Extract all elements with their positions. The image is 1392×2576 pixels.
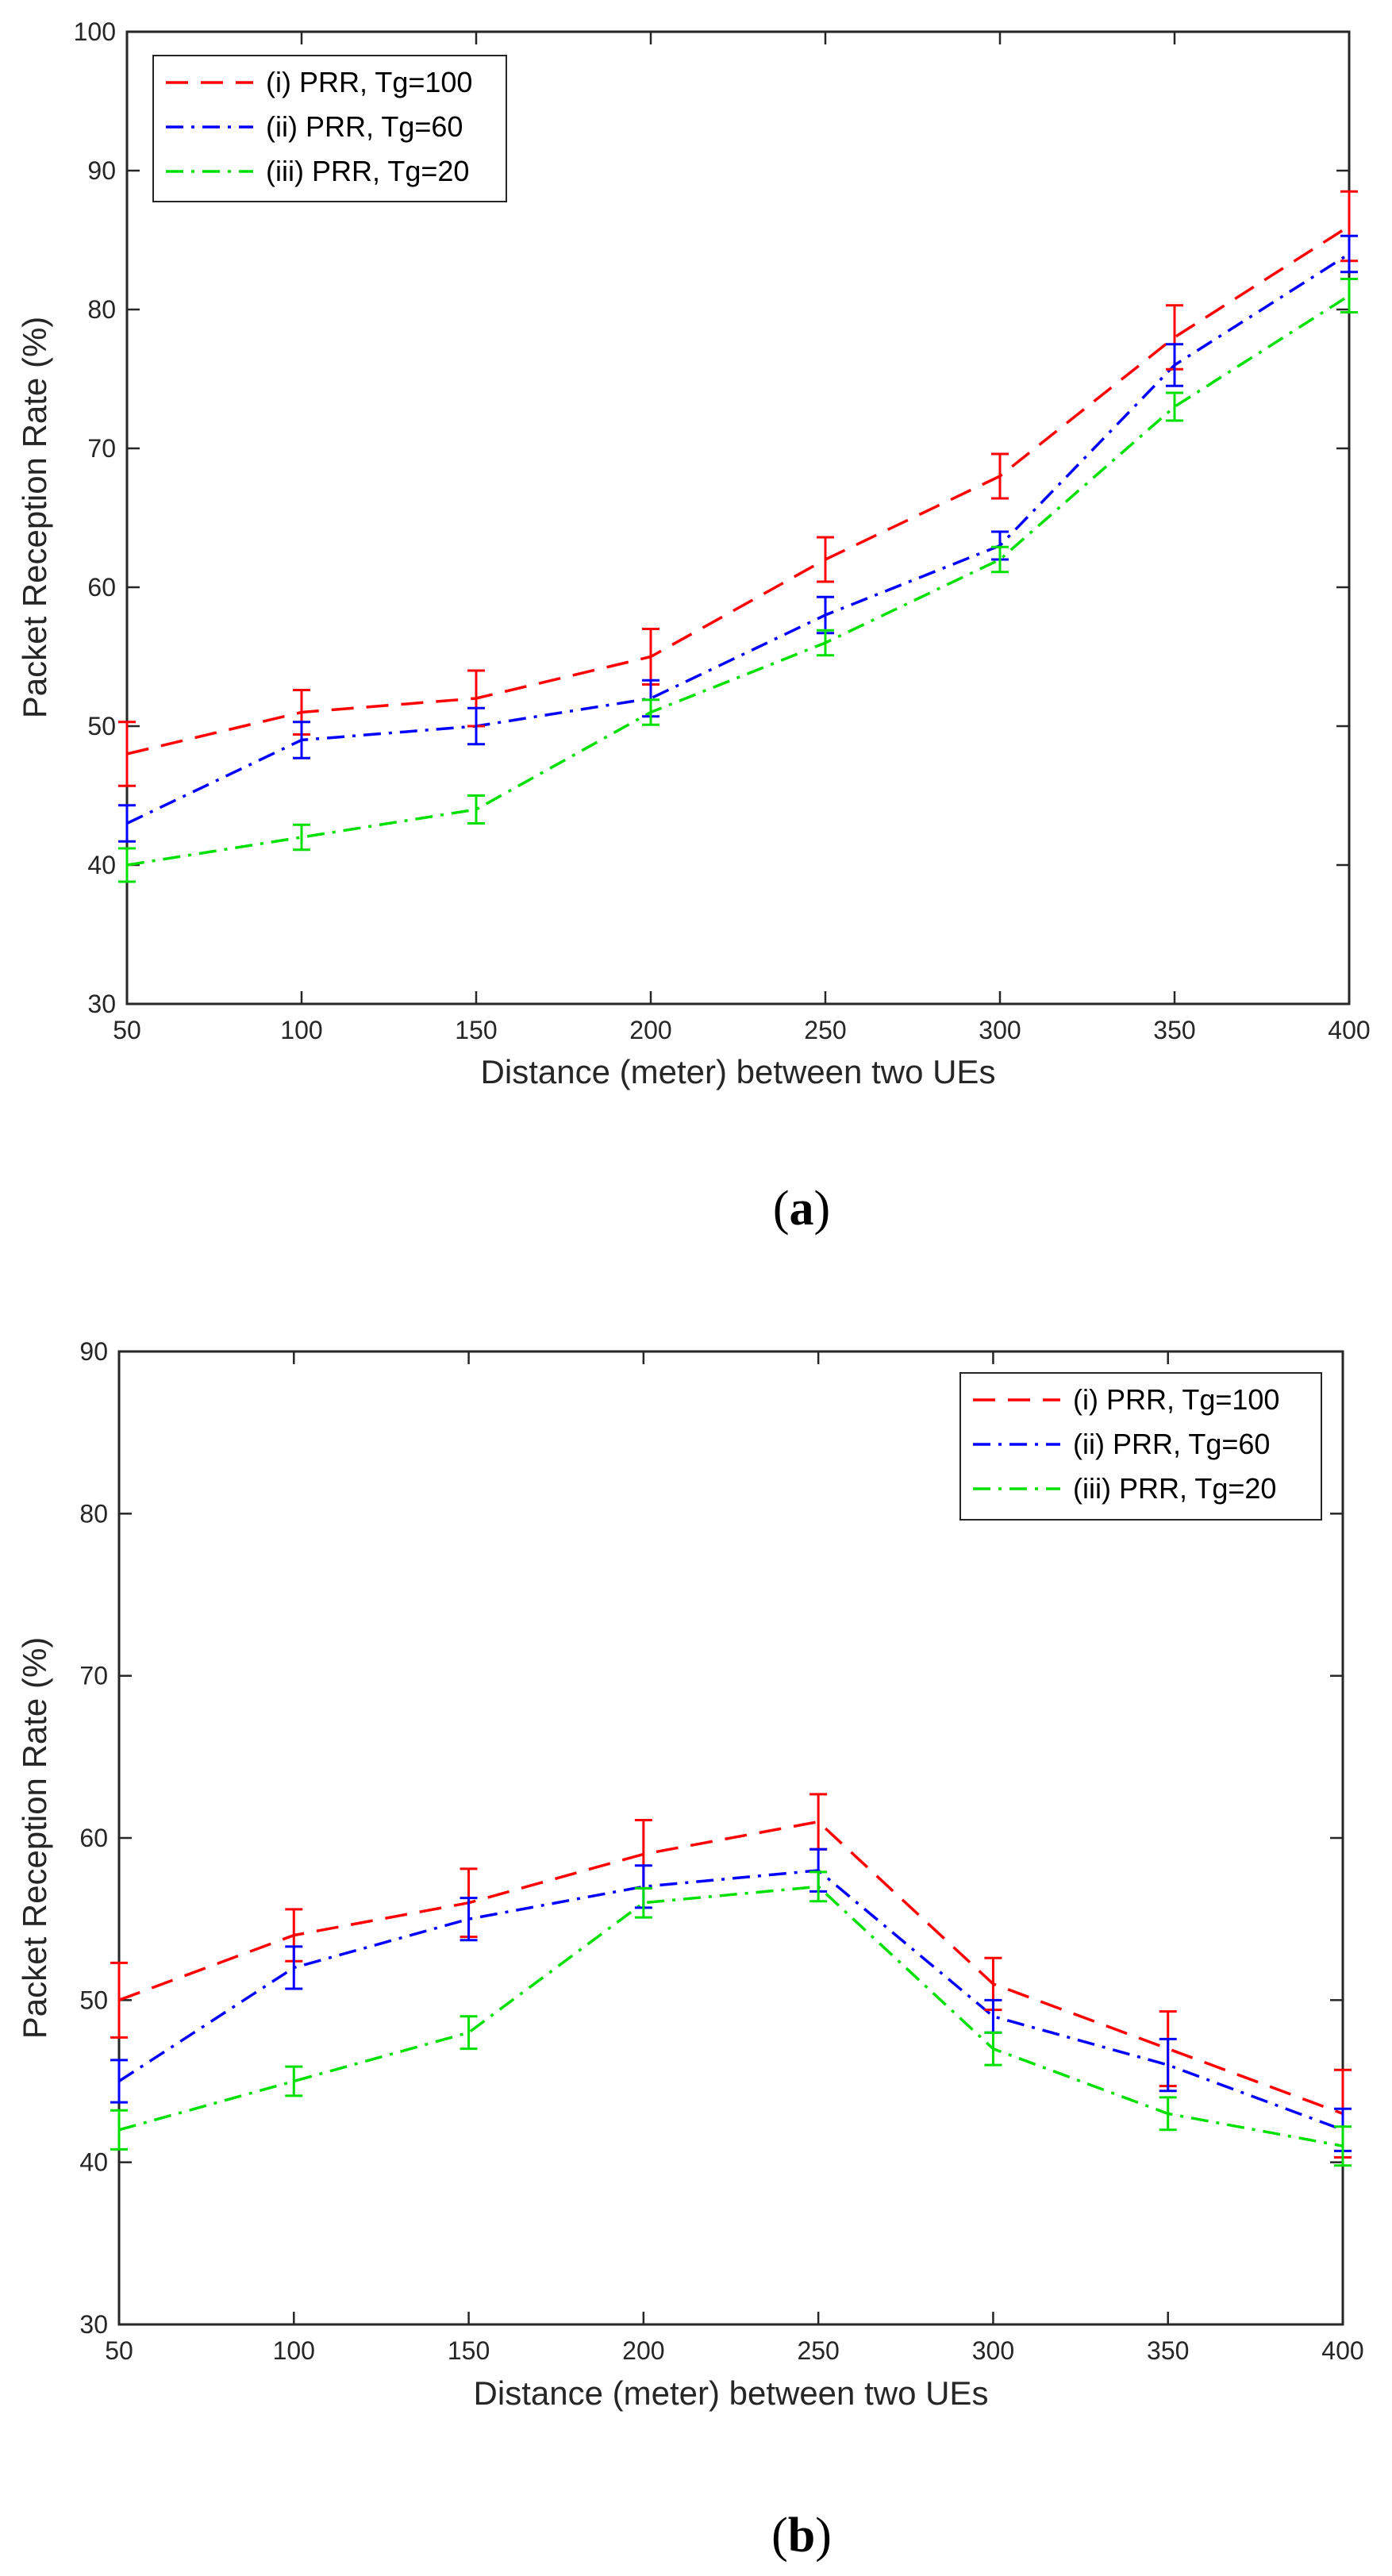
x-tick-label: 50 bbox=[113, 1016, 141, 1044]
x-tick-label: 350 bbox=[1147, 2336, 1189, 2365]
y-tick-label: 50 bbox=[79, 1986, 108, 2014]
y-tick-label: 40 bbox=[79, 2148, 108, 2177]
x-tick-label: 250 bbox=[797, 2336, 839, 2365]
y-tick-label: 80 bbox=[79, 1499, 108, 1528]
y-axis-label-a: Packet Reception Rate (%) bbox=[16, 317, 53, 719]
error-bar bbox=[118, 847, 136, 883]
x-axis-label-a: Distance (meter) between two UEs bbox=[481, 1053, 996, 1090]
x-tick-label: 350 bbox=[1153, 1016, 1195, 1044]
legend-label: (i) PRR, Tg=100 bbox=[266, 66, 472, 98]
chart-panel-b: 50 100 150 200 250 300 350 400 30 40 50 60 70 80 90 Di… bbox=[16, 1337, 1364, 2563]
x-tick-label: 100 bbox=[280, 1016, 322, 1044]
y-tick-label: 80 bbox=[87, 295, 116, 324]
x-tick-label: 100 bbox=[273, 2336, 315, 2365]
error-bar bbox=[285, 2065, 303, 2097]
legend-a: (i) PRR, Tg=100 (ii) PRR, Tg=60 (iii) PRR,… bbox=[152, 55, 507, 202]
x-tick-label: 150 bbox=[455, 1016, 497, 1044]
y-tick-label: 60 bbox=[87, 573, 116, 602]
error-bar bbox=[118, 804, 136, 843]
axis-ticks-a: 50 100 150 200 250 300 350 400 30 40 50 60 70 80 90 100 bbox=[74, 17, 1371, 1044]
legend-label: (iii) PRR, Tg=20 bbox=[1073, 1472, 1276, 1505]
y-tick-label: 40 bbox=[87, 851, 116, 879]
legend-entry-1: (i) PRR, Tg=100 bbox=[973, 1383, 1279, 1416]
error-bars-a bbox=[118, 190, 1358, 883]
x-tick-label: 200 bbox=[629, 1016, 671, 1044]
error-bar bbox=[1334, 2125, 1352, 2167]
legend-b: (i) PRR, Tg=100 (ii) PRR, Tg=60 (iii) PRR,… bbox=[959, 1372, 1322, 1521]
y-tick-label: 50 bbox=[87, 712, 116, 740]
series-line-2 bbox=[118, 1869, 1344, 2132]
error-bar bbox=[467, 706, 485, 746]
error-bar bbox=[991, 452, 1009, 500]
x-tick-label: 400 bbox=[1321, 2336, 1363, 2365]
series-lines-a bbox=[126, 225, 1350, 867]
y-tick-label: 30 bbox=[87, 990, 116, 1018]
error-bar bbox=[110, 1961, 128, 2039]
caption-letter-b: b bbox=[788, 2509, 815, 2563]
series-line-2 bbox=[126, 252, 1350, 825]
y-tick-label: 100 bbox=[74, 17, 116, 46]
y-tick-label: 70 bbox=[87, 434, 116, 463]
series-line-1 bbox=[118, 1820, 1344, 2116]
error-bar bbox=[460, 1897, 478, 1942]
error-bar bbox=[460, 2015, 478, 2051]
y-tick-label: 90 bbox=[87, 156, 116, 185]
error-bar bbox=[817, 629, 834, 657]
error-bar bbox=[1340, 234, 1358, 274]
y-tick-label: 60 bbox=[79, 1824, 108, 1852]
legend-label: (ii) PRR, Tg=60 bbox=[1073, 1428, 1270, 1460]
caption-letter-a: a bbox=[790, 1182, 814, 1236]
y-axis-label-b: Packet Reception Rate (%) bbox=[16, 1637, 53, 2040]
x-axis-label-b: Distance (meter) between two UEs bbox=[474, 2374, 989, 2412]
error-bar bbox=[642, 698, 659, 726]
error-bar bbox=[1159, 2037, 1177, 2093]
y-tick-label: 70 bbox=[79, 1662, 108, 1690]
series-line-3 bbox=[118, 1885, 1344, 2147]
series-lines-b bbox=[118, 1820, 1344, 2147]
error-bar bbox=[817, 536, 834, 583]
error-bar bbox=[991, 545, 1009, 574]
chart-panel-a: 50 100 150 200 250 300 350 400 30 40 50 60 70 80 90 100… bbox=[16, 17, 1371, 1236]
error-bar bbox=[110, 2059, 128, 2104]
error-bar bbox=[1340, 278, 1358, 313]
legend-entry-2: (ii) PRR, Tg=60 bbox=[973, 1428, 1270, 1460]
series-line-3 bbox=[126, 294, 1350, 867]
error-bar bbox=[1166, 391, 1183, 422]
legend-entry-2: (ii) PRR, Tg=60 bbox=[166, 110, 463, 143]
series-line-1 bbox=[126, 225, 1350, 755]
x-tick-label: 300 bbox=[979, 1016, 1021, 1044]
legend-entry-3: (iii) PRR, Tg=20 bbox=[166, 155, 469, 187]
x-tick-label: 400 bbox=[1328, 1016, 1370, 1044]
error-bar bbox=[1166, 343, 1183, 387]
legend-box-b bbox=[959, 1372, 1322, 1521]
y-tick-label: 90 bbox=[79, 1337, 108, 1366]
axis-ticks-b: 50 100 150 200 250 300 350 400 30 40 50 60 70 80 90 bbox=[79, 1337, 1363, 2365]
error-bar bbox=[293, 721, 310, 759]
x-tick-label: 200 bbox=[622, 2336, 664, 2365]
x-tick-label: 150 bbox=[448, 2336, 490, 2365]
error-bars-b bbox=[110, 1793, 1352, 2167]
legend-label: (iii) PRR, Tg=20 bbox=[266, 155, 469, 187]
error-bar bbox=[467, 794, 485, 825]
legend-label: (ii) PRR, Tg=60 bbox=[266, 110, 463, 143]
error-bar bbox=[293, 823, 310, 852]
error-bar bbox=[118, 721, 136, 787]
legend-box-a bbox=[152, 55, 507, 202]
legend-entry-3: (iii) PRR, Tg=20 bbox=[973, 1472, 1276, 1505]
y-tick-label: 30 bbox=[79, 2310, 108, 2339]
error-bar bbox=[634, 1886, 652, 1919]
error-bar bbox=[984, 2031, 1002, 2067]
error-bar bbox=[809, 1870, 828, 1903]
legend-label: (i) PRR, Tg=100 bbox=[1073, 1383, 1279, 1416]
x-tick-label: 300 bbox=[972, 2336, 1014, 2365]
legend-entry-1: (i) PRR, Tg=100 bbox=[166, 66, 472, 98]
caption-a: (a) bbox=[773, 1182, 830, 1236]
error-bar bbox=[110, 2109, 128, 2151]
error-bar bbox=[285, 1945, 303, 1990]
caption-b: (b) bbox=[771, 2509, 832, 2563]
error-bar bbox=[1159, 2096, 1177, 2132]
x-tick-label: 250 bbox=[804, 1016, 846, 1044]
x-tick-label: 50 bbox=[105, 2336, 133, 2365]
